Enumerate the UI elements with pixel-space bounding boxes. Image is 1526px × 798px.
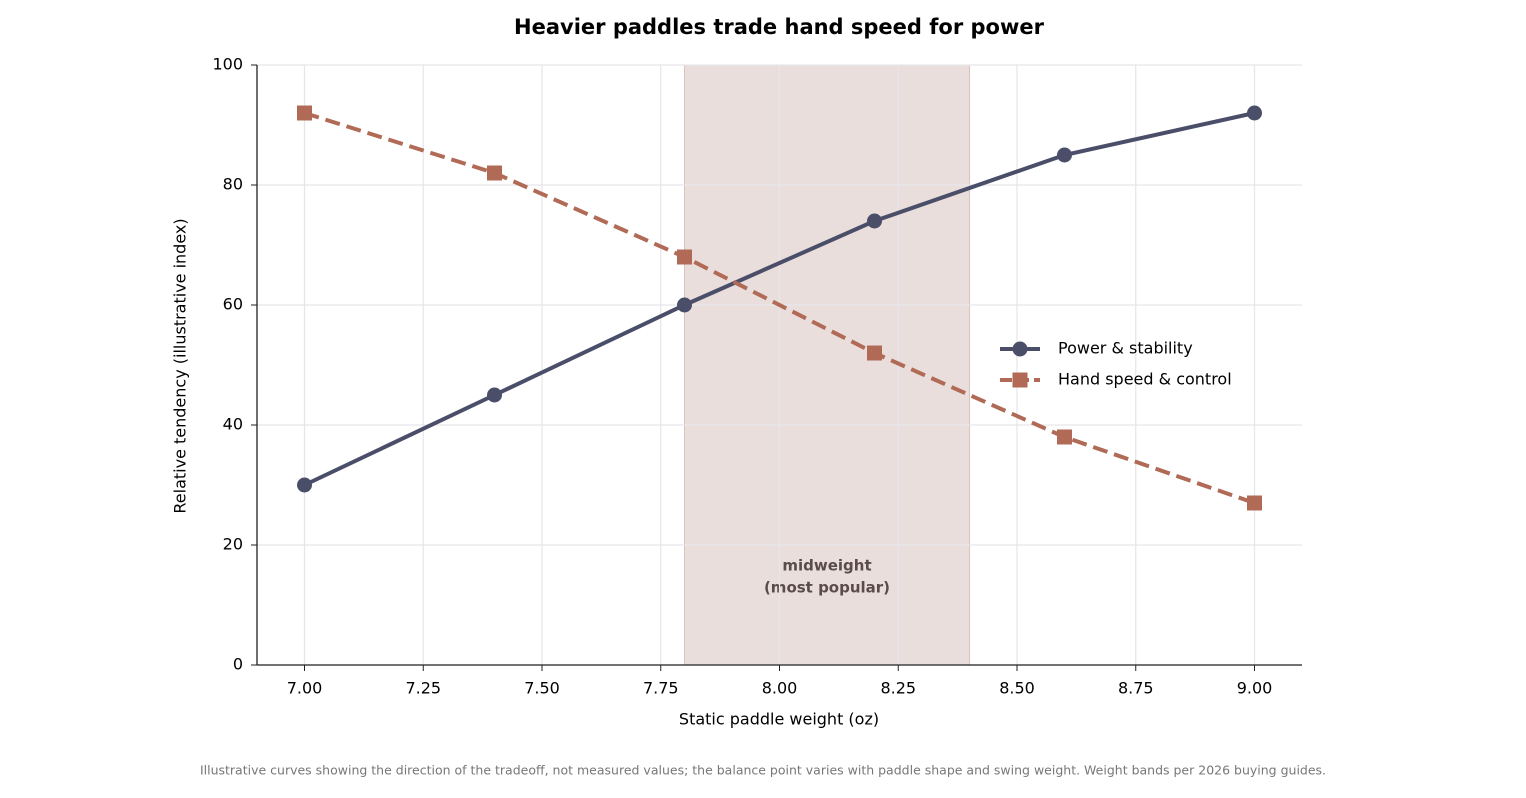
x-tick-label: 8.25 (880, 679, 916, 698)
footnote: Illustrative curves showing the directio… (200, 763, 1326, 778)
y-tick-label: 20 (223, 535, 243, 554)
x-tick-label: 8.50 (999, 679, 1035, 698)
band-label: midweight (782, 557, 871, 575)
marker (1057, 147, 1072, 163)
highlight-band (684, 64, 970, 666)
x-tick-label: 8.75 (1118, 679, 1154, 698)
marker (487, 165, 502, 181)
marker (487, 387, 502, 403)
marker (1057, 429, 1072, 445)
legend-marker (1012, 372, 1028, 388)
x-tick-label: 7.75 (643, 679, 679, 698)
x-tick-label: 7.00 (287, 679, 323, 698)
chart-title: Heavier paddles trade hand speed for pow… (514, 15, 1045, 39)
x-tick-label: 8.00 (762, 679, 798, 698)
marker (297, 105, 312, 121)
marker (1247, 495, 1262, 511)
legend-label: Hand speed & control (1058, 370, 1232, 389)
band-label: (most popular) (764, 579, 890, 597)
marker (297, 477, 312, 493)
y-tick-label: 40 (223, 415, 243, 434)
marker (677, 297, 692, 313)
x-axis-label: Static paddle weight (oz) (679, 710, 879, 729)
legend-marker (1012, 341, 1028, 357)
x-tick-label: 9.00 (1237, 679, 1273, 698)
y-tick-label: 80 (223, 175, 243, 194)
marker (1247, 105, 1262, 121)
series-line (303, 111, 1256, 505)
legend-label: Power & stability (1058, 339, 1193, 358)
y-tick-label: 0 (233, 655, 243, 674)
marker (867, 345, 882, 361)
y-tick-label: 100 (212, 55, 243, 74)
marker (867, 213, 882, 229)
x-tick-label: 7.25 (405, 679, 441, 698)
x-tick-label: 7.50 (524, 679, 560, 698)
y-tick-label: 60 (223, 295, 243, 314)
y-axis-label: Relative tendency (illustrative index) (171, 218, 190, 513)
series-line (303, 111, 1255, 487)
marker (677, 249, 692, 265)
